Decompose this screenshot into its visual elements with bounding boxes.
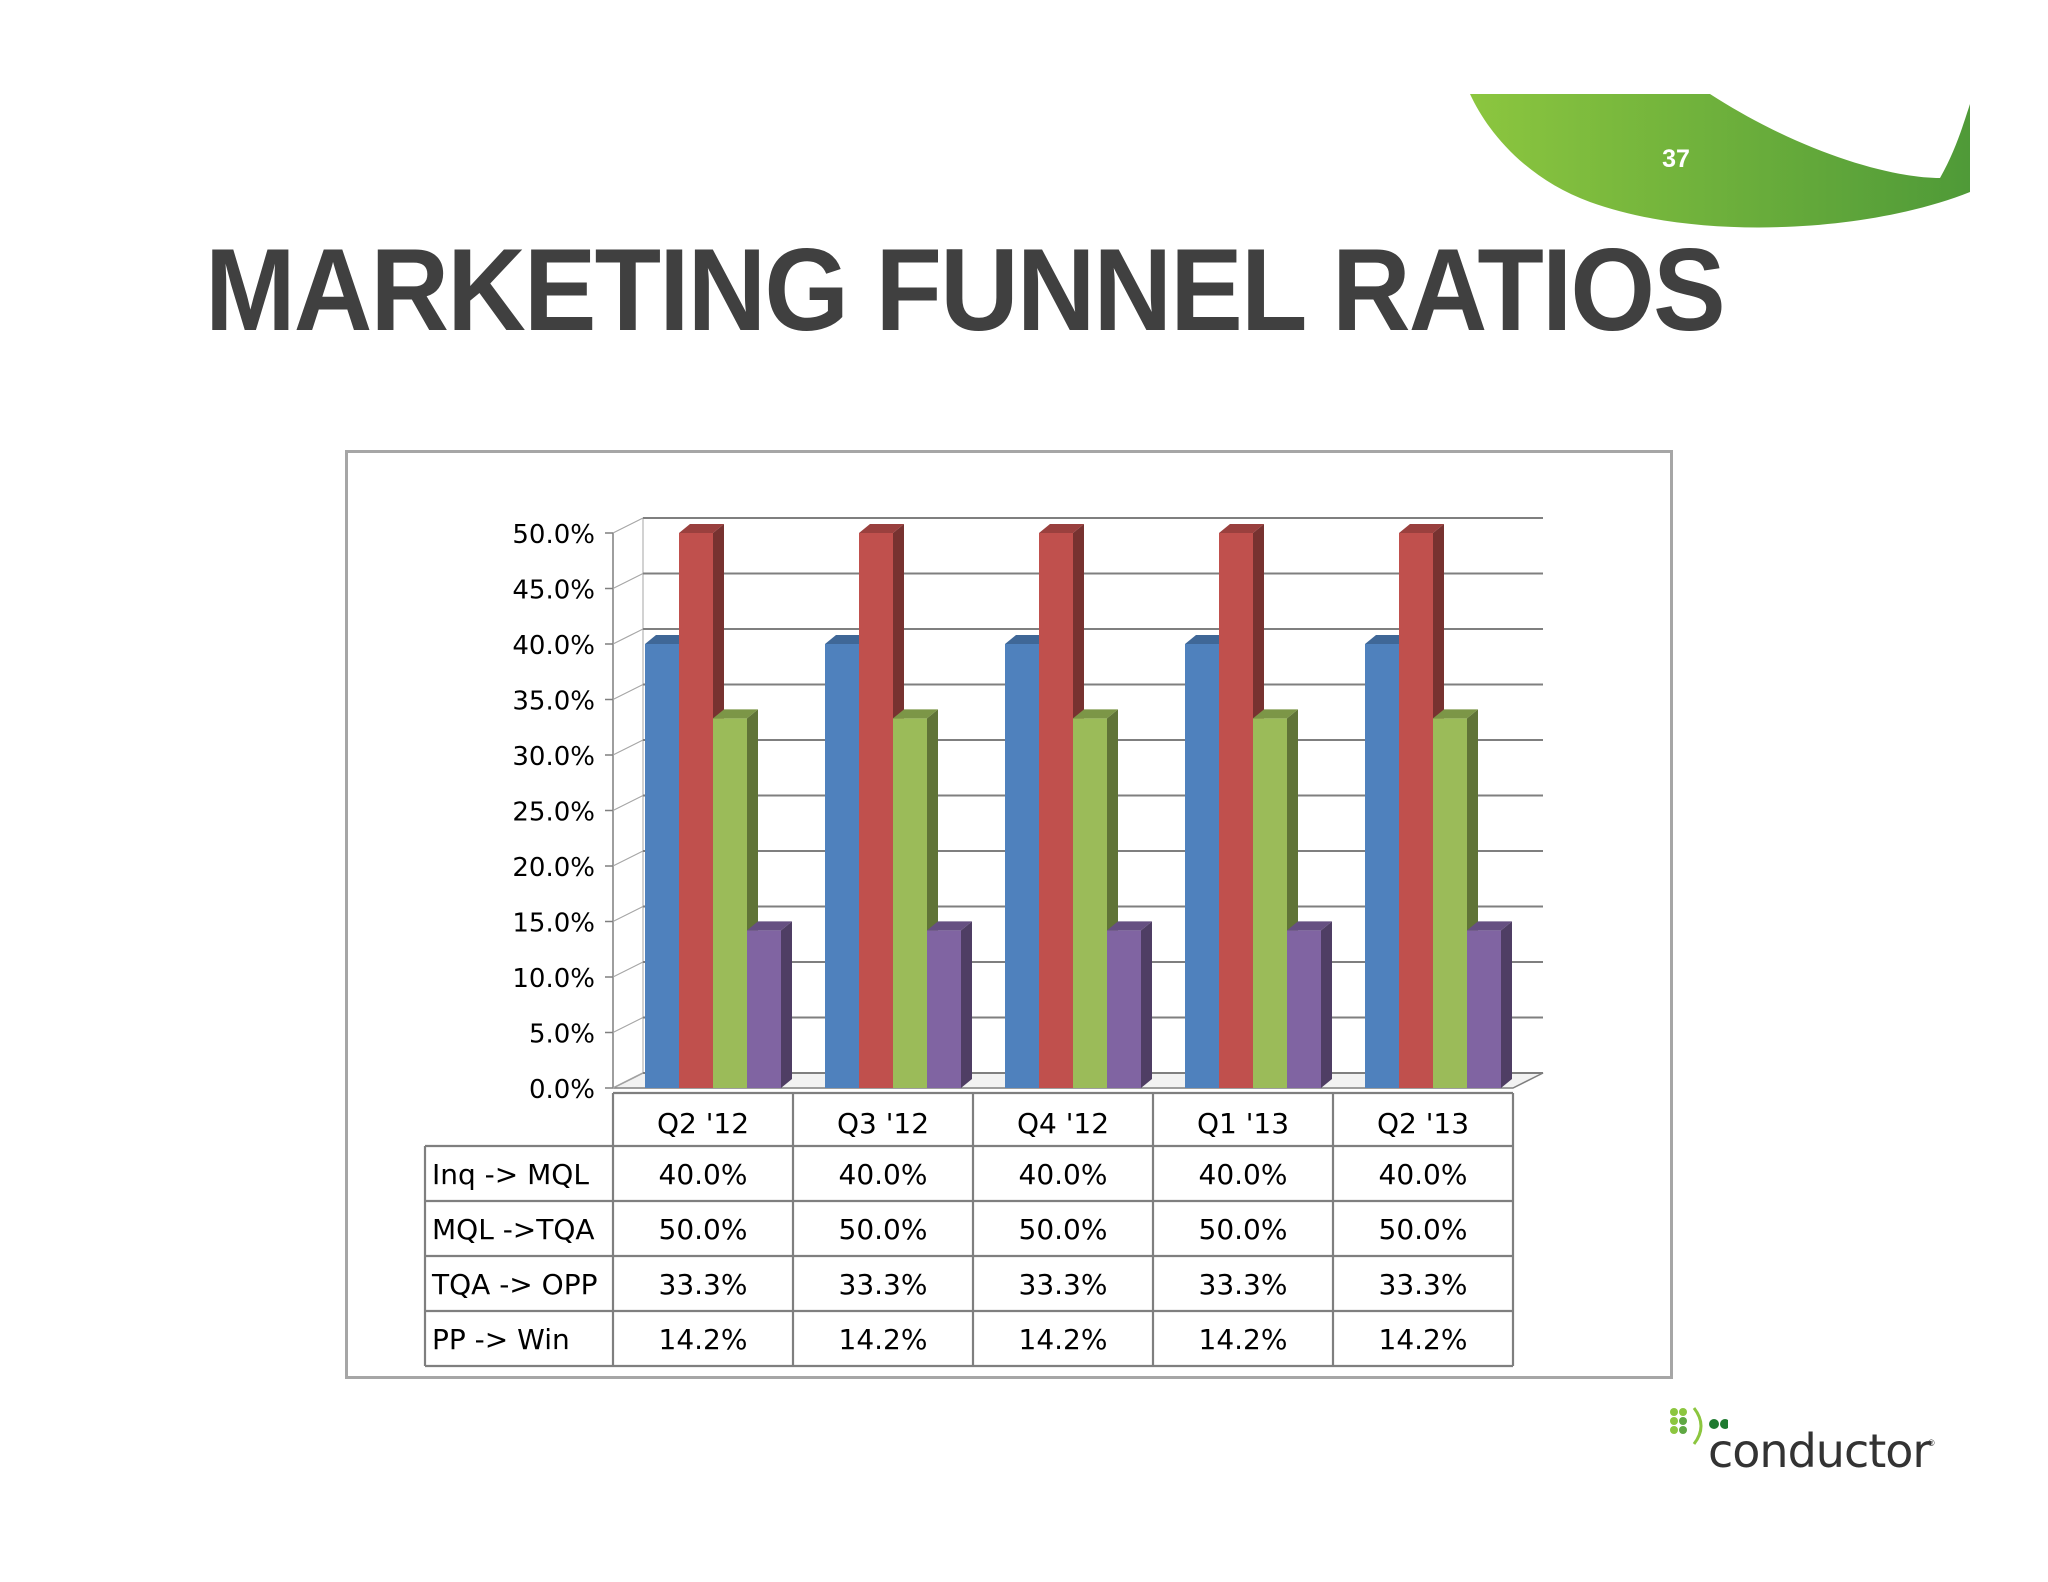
table-cell: 33.3% xyxy=(1379,1268,1468,1301)
table-cell: 33.3% xyxy=(839,1268,928,1301)
x-tick-label: Q1 '13 xyxy=(1197,1107,1289,1140)
table-series-name: MQL ->TQA xyxy=(432,1213,595,1246)
y-tick-label: 40.0% xyxy=(512,631,595,661)
conductor-logo-mark-icon xyxy=(1670,1407,1728,1445)
y-tick-label: 35.0% xyxy=(512,687,595,717)
table-cell: 14.2% xyxy=(1379,1323,1468,1356)
y-tick-label: 15.0% xyxy=(512,909,595,939)
bar xyxy=(1073,709,1118,1088)
gridline-side xyxy=(612,794,644,812)
chart-frame: 0.0% 5.0% 10.0% 15.0% 20.0% 25.0% 30.0% 35.0% 40… xyxy=(345,450,1673,1379)
table-series-name: PP -> Win xyxy=(432,1323,570,1356)
table-series-name: TQA -> OPP xyxy=(431,1268,597,1301)
gridline-side xyxy=(612,517,644,534)
bar xyxy=(713,709,758,1088)
table-cell: 40.0% xyxy=(1019,1158,1108,1191)
x-tick-label: Q2 '12 xyxy=(657,1107,749,1140)
funnel-ratio-chart: 0.0% 5.0% 10.0% 15.0% 20.0% 25.0% 30.0% 35.0% 40… xyxy=(423,517,1544,1368)
x-tick-label: Q2 '13 xyxy=(1377,1107,1469,1140)
y-tick-label: 20.0% xyxy=(512,853,595,883)
bar xyxy=(1287,921,1332,1088)
x-tick-label: Q3 '12 xyxy=(837,1107,929,1140)
gridline-side xyxy=(612,739,644,756)
chart-data-table: Q2 '12 Q3 '12 Q4 '12 Q1 '13 Q2 '13 Inq -> MQL… xyxy=(423,1091,1515,1368)
bar xyxy=(1467,921,1512,1088)
page-number: 37 xyxy=(1662,145,1690,173)
registered-mark: ® xyxy=(1928,1438,1935,1448)
y-tick-label: 45.0% xyxy=(512,576,595,606)
bar xyxy=(1433,709,1478,1088)
table-series-name: Inq -> MQL xyxy=(432,1158,589,1191)
bar xyxy=(747,921,792,1088)
x-tick-label: Q4 '12 xyxy=(1017,1107,1109,1140)
y-tick-label: 25.0% xyxy=(512,798,595,828)
bar xyxy=(1107,921,1152,1088)
conductor-logo: conductor ® xyxy=(1668,1404,1948,1484)
gridline-side xyxy=(612,905,644,923)
table-cell: 14.2% xyxy=(839,1323,928,1356)
gridline-side xyxy=(612,850,644,867)
y-tick-label: 5.0% xyxy=(529,1020,595,1050)
table-cell: 50.0% xyxy=(1199,1213,1288,1246)
table-cell: 14.2% xyxy=(659,1323,748,1356)
y-tick-label: 30.0% xyxy=(512,742,595,772)
chart-bars xyxy=(645,524,1512,1088)
table-cell: 33.3% xyxy=(659,1268,748,1301)
table-cell: 40.0% xyxy=(1379,1158,1468,1191)
table-cell: 50.0% xyxy=(1019,1213,1108,1246)
gridline-side xyxy=(612,1016,644,1034)
table-cell: 33.3% xyxy=(1019,1268,1108,1301)
y-tick-label: 10.0% xyxy=(512,964,595,994)
gridline-side xyxy=(612,572,644,590)
gridline-side xyxy=(612,628,644,645)
table-cell: 50.0% xyxy=(1379,1213,1468,1246)
bar xyxy=(927,921,972,1088)
table-cell: 50.0% xyxy=(839,1213,928,1246)
slide-title: MARKETING FUNNEL RATIOS xyxy=(205,224,1726,355)
table-cell: 33.3% xyxy=(1199,1268,1288,1301)
table-cell: 40.0% xyxy=(839,1158,928,1191)
table-cell: 40.0% xyxy=(1199,1158,1288,1191)
corner-swoosh-decoration xyxy=(1470,94,1970,228)
gridline-side xyxy=(612,961,644,978)
y-tick-label: 0.0% xyxy=(529,1075,595,1105)
chart-axis: 0.0% 5.0% 10.0% 15.0% 20.0% 25.0% 30.0% 35.0% 40… xyxy=(512,520,613,1105)
table-cell: 50.0% xyxy=(659,1213,748,1246)
gridline-side xyxy=(612,1072,644,1089)
conductor-logo-text: conductor xyxy=(1708,1424,1931,1478)
table-cell: 40.0% xyxy=(659,1158,748,1191)
y-tick-label: 50.0% xyxy=(512,520,595,550)
table-cell: 14.2% xyxy=(1019,1323,1108,1356)
gridline-side xyxy=(612,683,644,701)
table-cell: 14.2% xyxy=(1199,1323,1288,1356)
